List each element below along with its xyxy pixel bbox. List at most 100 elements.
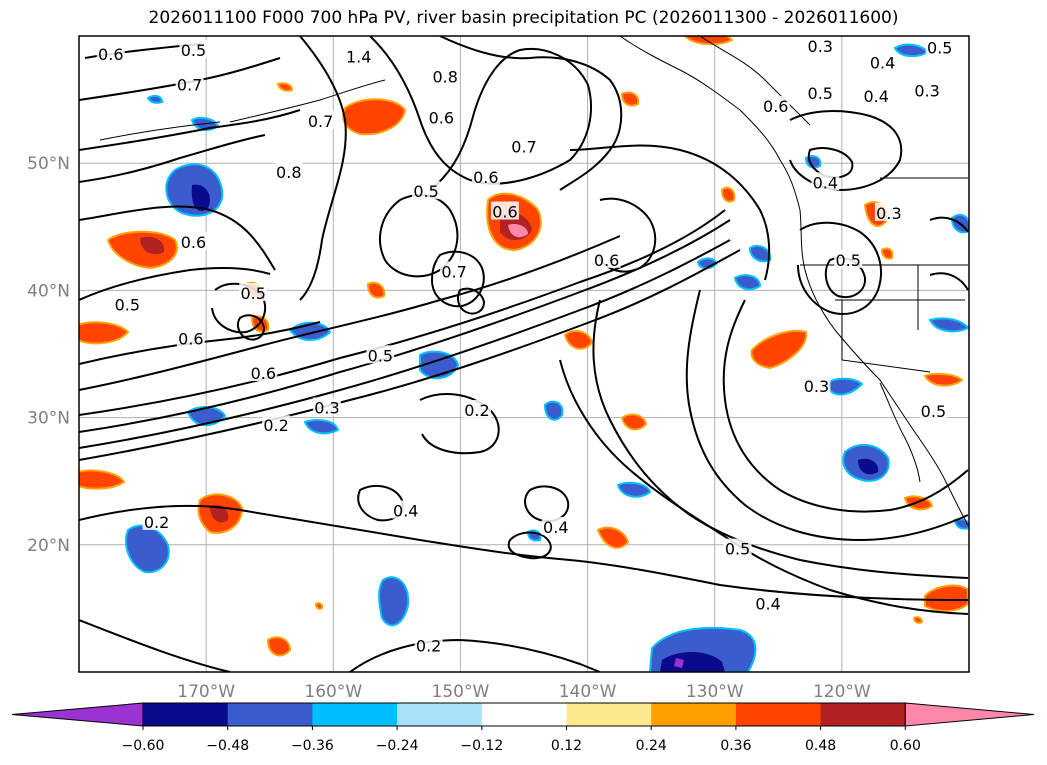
lon-tick-label: 150°W [432, 682, 490, 702]
contour-label: 0.3 [314, 398, 339, 417]
colorbar-frame [142, 702, 906, 727]
colorbar-tick-label: 0.36 [720, 738, 751, 754]
colorbar-over-extension [904, 702, 1035, 727]
contour-label-bg [834, 249, 863, 268]
lon-tick-label: 120°W [813, 682, 871, 702]
contour-label: 0.2 [416, 636, 441, 655]
contour-label: 0.5 [927, 38, 952, 57]
contour-label: 0.4 [870, 54, 895, 73]
contour-label: 0.3 [808, 37, 833, 56]
contour-label-bg [312, 397, 341, 416]
contour-label-bg [427, 107, 456, 126]
contour-label-bg [142, 511, 171, 530]
lon-tick-label: 160°W [304, 682, 362, 702]
lat-tick-label: 30°N [27, 409, 70, 429]
contour-label-bg [723, 538, 752, 557]
contour-label: 0.8 [432, 68, 457, 87]
colorbar-tick-label: −0.60 [122, 738, 165, 754]
contour-label: 0.4 [863, 87, 888, 106]
contour-label-bg [262, 415, 291, 434]
contour-label-bg [919, 401, 948, 420]
colorbar-segment [227, 703, 313, 726]
contour-label: 0.6 [763, 97, 788, 116]
map-title: 2026011100 F000 700 hPa PV, river basin … [148, 8, 899, 28]
contour-label-bg [344, 46, 373, 65]
contour-label: 0.6 [594, 251, 619, 270]
contour-label: 0.7 [511, 138, 536, 157]
contour-label: 0.4 [543, 518, 568, 537]
contour-label-bg [510, 136, 538, 155]
contour-label-bg [802, 375, 831, 394]
contour-label: 0.4 [393, 501, 418, 520]
contour-label-bg [249, 363, 278, 382]
contour-label: 0.2 [144, 513, 169, 532]
contour-label: 0.3 [914, 82, 939, 101]
contour-label-bg [175, 74, 204, 93]
contour-label: 0.4 [813, 173, 838, 192]
contour-label-bg [179, 232, 208, 251]
contour-label: 0.6 [98, 45, 123, 64]
colorbar-tick-label: −0.24 [376, 738, 419, 754]
colorbar-segment [735, 703, 822, 726]
colorbar-segment [566, 703, 652, 726]
contour-label-bg [113, 294, 142, 313]
colorbar-tick-label: 0.24 [636, 738, 667, 754]
contour-label-bg [391, 500, 420, 519]
contour-label: 0.7 [177, 75, 202, 94]
contour-label-bg [874, 202, 903, 221]
contour-label: 0.5 [115, 295, 140, 314]
colorbar-segment [143, 703, 229, 726]
contour-label: 0.6 [251, 364, 276, 383]
colorbar: −0.60 −0.48 −0.36 −0.24 −0.12 0.12 0.24 0.36 0.4… [11, 702, 1035, 754]
lat-lon-gridlines [79, 36, 969, 672]
colorbar-tick-label: 0.60 [890, 738, 921, 754]
colorbar-tick-label: 0.12 [551, 738, 582, 754]
colorbar-segment [820, 703, 906, 726]
contour-label-bg [925, 37, 954, 56]
lat-tick-label: 20°N [27, 536, 70, 556]
contour-label: 0.3 [876, 204, 901, 223]
contour-label: 0.5 [368, 346, 393, 365]
contour-label-bg [412, 181, 441, 200]
contour-label: 0.6 [181, 233, 206, 252]
contour-label: 0.3 [804, 377, 829, 396]
lat-tick-label: 50°N [27, 154, 70, 174]
colorbar-tick-label: −0.12 [460, 738, 503, 754]
latitude-labels: 50°N 40°N 30°N 20°N [27, 154, 70, 556]
contour-label: 1.4 [346, 47, 371, 66]
map-background [79, 36, 969, 672]
coastlines [99, 36, 969, 526]
colorbar-segment [312, 703, 398, 726]
contour-label-bg [592, 249, 621, 268]
pv-contours [79, 36, 969, 672]
lat-tick-label: 40°N [27, 281, 70, 301]
contour-label: 0.5 [808, 84, 833, 103]
contour-label: 0.4 [755, 594, 780, 613]
contour-label-bg [761, 95, 790, 114]
contour-label-bg [862, 85, 891, 104]
contour-label-bg [811, 172, 840, 191]
colorbar-segment [651, 703, 737, 726]
contour-label-bg [471, 167, 500, 186]
contour-labels: 0.6 0.5 0.7 0.7 0.6 0.8 1.4 0.8 0.5 0.6 0.7 0.6 0.6 0… [96, 36, 954, 655]
contour-label-bg [490, 201, 519, 220]
contour-label: 0.6 [473, 168, 498, 187]
lon-tick-label: 130°W [686, 682, 744, 702]
precip-blob-positive [79, 36, 969, 657]
contour-label: 0.6 [492, 203, 517, 222]
map-frame [78, 35, 970, 673]
contour-label-bg [414, 635, 443, 654]
colorbar-tick-label: 0.48 [805, 738, 836, 754]
contour-label-bg [462, 399, 491, 418]
colorbar-segment [397, 703, 483, 726]
contour-label-bg [754, 593, 783, 612]
contour-label: 0.2 [263, 416, 288, 435]
colorbar-under-extension [11, 702, 144, 727]
contour-label: 0.5 [181, 41, 206, 60]
contour-label: 0.5 [835, 251, 860, 270]
contour-label-bg [176, 328, 205, 347]
contour-label: 0.2 [464, 401, 489, 420]
contour-label: 0.6 [429, 108, 454, 127]
contour-label-bg [868, 52, 897, 71]
